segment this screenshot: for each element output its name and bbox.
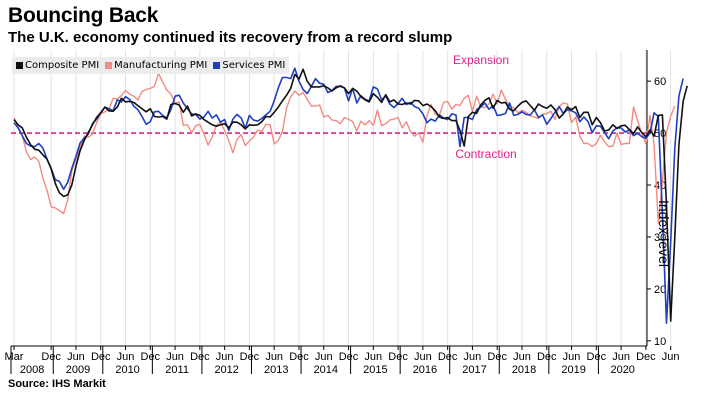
y-tick-label: 60 — [654, 76, 666, 88]
series-line-services — [13, 67, 684, 325]
x-tick-label: Jun — [117, 351, 135, 363]
x-tick-label: Dec — [388, 351, 408, 363]
x-year-label: 2008 — [20, 364, 44, 376]
x-year-label: 2012 — [214, 364, 238, 376]
legend-label-services: Services PMI — [222, 60, 286, 71]
legend-swatch-composite — [16, 62, 23, 69]
x-tick-label: Jun — [563, 351, 581, 363]
x-tick-label: Dec — [537, 351, 557, 363]
legend-label-composite: Composite PMI — [25, 60, 100, 71]
legend-item-composite[interactable]: Composite PMI — [16, 60, 99, 71]
x-tick-label: Jun — [513, 351, 531, 363]
x-tick-label: Jun — [315, 351, 333, 363]
x-year-label: 2016 — [413, 364, 437, 376]
x-tick-label: Jun — [67, 351, 85, 363]
x-year-label: 2018 — [512, 364, 536, 376]
x-tick-label: Dec — [487, 351, 507, 363]
series-line-composite — [13, 68, 688, 322]
contraction-label: Contraction — [455, 147, 516, 161]
legend-label-manufacturing: Manufacturing PMI — [114, 60, 208, 71]
x-year-label: 2014 — [314, 364, 338, 376]
expansion-label: Expansion — [453, 53, 509, 67]
x-tick-label: Jun — [464, 351, 482, 363]
x-tick-label: Jun — [166, 351, 184, 363]
x-tick-label: Dec — [91, 351, 111, 363]
x-tick-label: Mar — [5, 351, 24, 363]
y-tick-label: 20 — [654, 284, 666, 296]
x-tick-label: Dec — [190, 351, 210, 363]
x-year-label: 2009 — [66, 364, 90, 376]
x-year-label: 2017 — [462, 364, 486, 376]
x-year-label: 2020 — [610, 364, 634, 376]
x-tick-label: Dec — [240, 351, 260, 363]
x-tick-label: Jun — [414, 351, 432, 363]
x-tick-label: Jun — [216, 351, 234, 363]
y-axis-label: Index level — [656, 200, 672, 267]
x-tick-label: Jun — [265, 351, 283, 363]
x-tick-label: Dec — [339, 351, 359, 363]
chart-title: Bouncing Back — [8, 4, 159, 27]
x-tick-label: Dec — [289, 351, 309, 363]
x-tick-label: Dec — [41, 351, 61, 363]
source-note: Source: IHS Markit — [8, 378, 106, 390]
x-year-label: 2015 — [363, 364, 387, 376]
legend-item-manufacturing[interactable]: Manufacturing PMI — [105, 60, 207, 71]
legend-swatch-manufacturing — [105, 62, 113, 69]
x-year-label: 2011 — [165, 364, 189, 376]
x-tick-label: Dec — [438, 351, 458, 363]
legend-swatch-services — [213, 62, 221, 69]
x-tick-label: Dec — [141, 351, 161, 363]
series-line-manufacturing — [13, 72, 676, 225]
x-tick-label: Jun — [612, 351, 630, 363]
y-tick-label: 10 — [654, 336, 666, 348]
x-tick-label: Dec — [636, 351, 656, 363]
chart-legend: Composite PMI Manufacturing PMI Services… — [12, 57, 290, 74]
x-tick-label: Jun — [662, 351, 680, 363]
x-year-label: 2010 — [115, 364, 139, 376]
x-year-label: 2019 — [561, 364, 585, 376]
legend-item-services[interactable]: Services PMI — [213, 60, 285, 71]
x-tick-label: Dec — [587, 351, 607, 363]
x-year-label: 2013 — [264, 364, 288, 376]
chart-subtitle: The U.K. economy continued its recovery … — [8, 29, 453, 46]
x-tick-label: Jun — [364, 351, 382, 363]
